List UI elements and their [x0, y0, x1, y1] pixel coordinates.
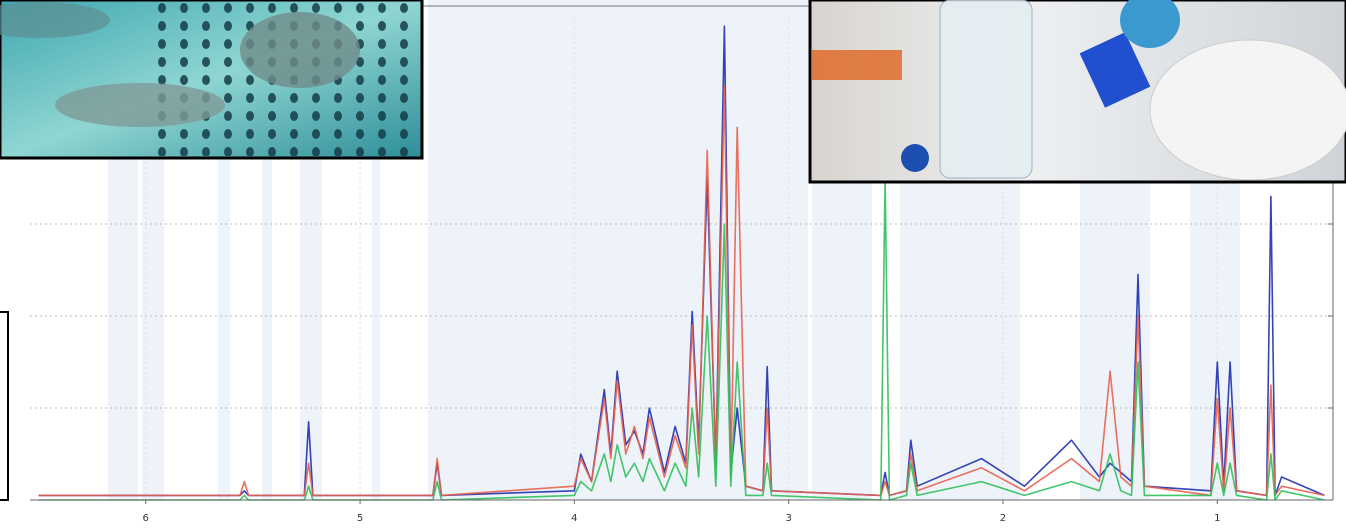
photo-fish: [0, 0, 424, 160]
x-tick-label: 3: [785, 513, 791, 524]
spectrum-line: [38, 177, 1325, 501]
photo-lab: [808, 0, 1346, 184]
x-tick-label: 2: [1000, 513, 1006, 524]
x-tick-label: 4: [571, 513, 577, 524]
spectrum-line: [38, 85, 1325, 497]
x-tick-label: 6: [143, 513, 149, 524]
x-tick-label: 1: [1214, 513, 1220, 524]
inset-edge: [0, 311, 9, 501]
spectrum-line: [38, 25, 1325, 497]
x-tick-label: 5: [357, 513, 363, 524]
